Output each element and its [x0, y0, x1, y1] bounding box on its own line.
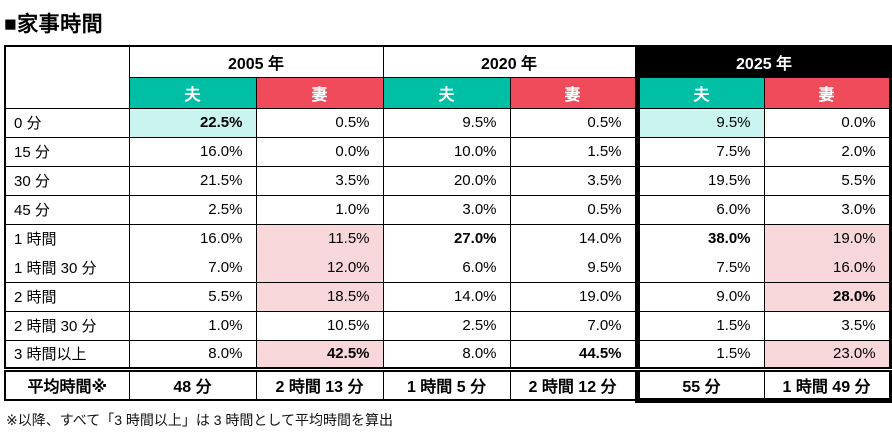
value-cell: 2.5% — [382, 310, 511, 341]
average-row: 平均時間※ 48 分 2 時間 13 分 1 時間 5 分 2 時間 12 分 … — [4, 366, 892, 403]
value-cell: 8.0% — [382, 339, 511, 370]
value-cell: 5.5% — [128, 281, 257, 312]
table-row: 1 時間 30 分 7.0% 12.0% 6.0% 9.5% 7.5% 16.0% — [4, 252, 892, 283]
average-cell-2020-wife: 2 時間 12 分 — [509, 366, 638, 401]
table-row: 2 時間 5.5% 18.5% 14.0% 19.0% 9.0% 28.0% — [4, 281, 892, 312]
year-header-row: 2005 年 2020 年 2025 年 — [4, 45, 892, 109]
husband-header-2025: 夫 — [634, 76, 765, 109]
value-cell: 20.0% — [382, 165, 511, 196]
value-cell: 6.0% — [382, 252, 511, 283]
value-cell: 9.5% — [509, 252, 638, 283]
row-label: 3 時間以上 — [4, 339, 130, 370]
row-label: 15 分 — [4, 136, 130, 167]
value-cell: 3.5% — [509, 165, 638, 196]
value-cell: 16.0% — [763, 252, 892, 283]
value-cell: 7.0% — [509, 310, 638, 341]
spouse-header-row: 夫 妻 夫 妻 夫 妻 — [5, 76, 892, 109]
page-title: ■家事時間 — [4, 13, 104, 36]
row-label: 1 時間 — [4, 223, 130, 253]
value-cell: 9.5% — [382, 107, 511, 138]
value-cell: 3.0% — [382, 194, 511, 225]
wife-header-2025: 妻 — [763, 76, 892, 109]
value-cell: 10.5% — [255, 310, 384, 341]
table-body: 0 分 22.5% 0.5% 9.5% 0.5% 9.5% 0.0% 15 分 16.0% 0.0… — [4, 107, 892, 370]
average-cell-2025-wife: 1 時間 49 分 — [763, 366, 892, 403]
value-cell: 1.5% — [509, 136, 638, 167]
table-row: 1 時間 16.0% 11.5% 27.0% 14.0% 38.0% 19.0% — [4, 223, 892, 253]
value-cell: 9.0% — [634, 281, 765, 312]
value-cell: 28.0% — [763, 281, 892, 312]
wife-header-2020: 妻 — [509, 76, 638, 109]
value-cell: 42.5% — [255, 339, 384, 370]
value-cell: 2.0% — [763, 136, 892, 167]
value-cell: 2.5% — [128, 194, 257, 225]
value-cell: 9.5% — [634, 107, 765, 138]
value-cell: 5.5% — [763, 165, 892, 196]
footnote: ※以降、すべて「3 時間以上」は 3 時間として平均時間を算出 — [6, 411, 394, 428]
value-cell: 44.5% — [509, 339, 638, 370]
value-cell: 22.5% — [128, 107, 257, 138]
row-label: 0 分 — [4, 107, 130, 138]
average-row-label: 平均時間※ — [4, 366, 130, 401]
value-cell: 7.5% — [634, 252, 765, 283]
value-cell: 12.0% — [255, 252, 384, 283]
housework-time-table: 2005 年 2020 年 2025 年 夫 妻 夫 妻 夫 妻 0 分 22.5… — [4, 45, 892, 403]
value-cell: 16.0% — [128, 223, 257, 253]
corner-cell — [4, 45, 130, 109]
value-cell: 16.0% — [128, 136, 257, 167]
value-cell: 27.0% — [382, 223, 511, 253]
table-row: 3 時間以上 8.0% 42.5% 8.0% 44.5% 1.5% 23.0% — [4, 339, 892, 370]
value-cell: 0.5% — [509, 107, 638, 138]
value-cell: 0.0% — [255, 136, 384, 167]
value-cell: 14.0% — [509, 223, 638, 253]
table-row: 15 分 16.0% 0.0% 10.0% 1.5% 7.5% 2.0% — [4, 136, 892, 167]
wife-header-2005: 妻 — [255, 76, 384, 109]
row-label: 45 分 — [4, 194, 130, 225]
average-cell-2025-husband: 55 分 — [634, 366, 765, 403]
value-cell: 0.0% — [763, 107, 892, 138]
average-cell-2020-husband: 1 時間 5 分 — [382, 366, 511, 401]
row-label: 1 時間 30 分 — [4, 252, 130, 283]
table-row: 0 分 22.5% 0.5% 9.5% 0.5% 9.5% 0.0% — [4, 107, 892, 138]
value-cell: 3.5% — [763, 310, 892, 341]
row-label: 2 時間 30 分 — [4, 310, 130, 341]
year-header-2020: 2020 年 — [382, 45, 638, 78]
table-row: 2 時間 30 分 1.0% 10.5% 2.5% 7.0% 1.5% 3.5% — [4, 310, 892, 341]
value-cell: 1.5% — [634, 310, 765, 341]
value-cell: 1.0% — [255, 194, 384, 225]
husband-header-2005: 夫 — [128, 76, 257, 109]
value-cell: 7.5% — [634, 136, 765, 167]
value-cell: 38.0% — [634, 223, 765, 253]
value-cell: 10.0% — [382, 136, 511, 167]
value-cell: 3.5% — [255, 165, 384, 196]
value-cell: 1.5% — [634, 339, 765, 370]
value-cell: 23.0% — [763, 339, 892, 370]
value-cell: 21.5% — [128, 165, 257, 196]
value-cell: 19.5% — [634, 165, 765, 196]
value-cell: 19.0% — [509, 281, 638, 312]
value-cell: 19.0% — [763, 223, 892, 253]
value-cell: 18.5% — [255, 281, 384, 312]
husband-header-2020: 夫 — [382, 76, 511, 109]
table-row: 45 分 2.5% 1.0% 3.0% 0.5% 6.0% 3.0% — [4, 194, 892, 225]
row-label: 30 分 — [4, 165, 130, 196]
value-cell: 14.0% — [382, 281, 511, 312]
table-row: 30 分 21.5% 3.5% 20.0% 3.5% 19.5% 5.5% — [4, 165, 892, 196]
year-header-2005: 2005 年 — [128, 45, 384, 78]
value-cell: 0.5% — [255, 107, 384, 138]
value-cell: 11.5% — [255, 223, 384, 253]
value-cell: 7.0% — [128, 252, 257, 283]
average-cell-2005-wife: 2 時間 13 分 — [255, 366, 384, 401]
year-header-2025: 2025 年 — [634, 45, 892, 78]
value-cell: 8.0% — [128, 339, 257, 370]
value-cell: 0.5% — [509, 194, 638, 225]
value-cell: 6.0% — [634, 194, 765, 225]
value-cell: 1.0% — [128, 310, 257, 341]
average-cell-2005-husband: 48 分 — [128, 366, 257, 401]
row-label: 2 時間 — [4, 281, 130, 312]
value-cell: 3.0% — [763, 194, 892, 225]
